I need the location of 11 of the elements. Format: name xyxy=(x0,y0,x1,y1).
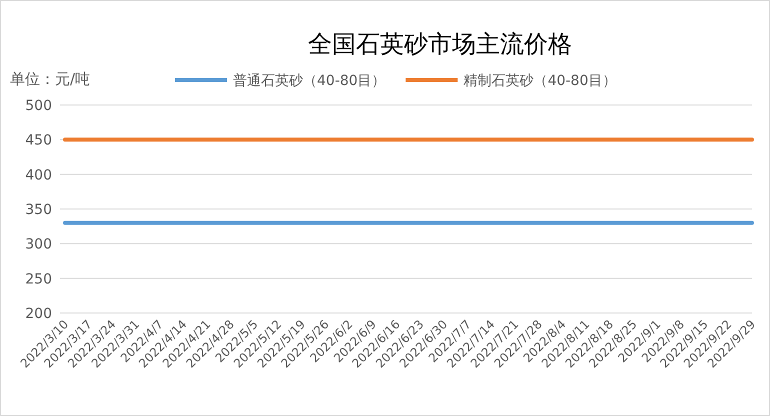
y-axis-title: 单位：元/吨 xyxy=(10,70,90,88)
y-tick-label: 500 xyxy=(25,98,52,114)
y-tick-label: 400 xyxy=(25,167,52,184)
y-tick-label: 250 xyxy=(25,271,52,288)
legend-label: 普通石英砂（40-80目） xyxy=(233,72,386,89)
legend-label: 精制石英砂（40-80目） xyxy=(464,73,616,89)
chart-title: 全国石英砂市场主流价格 xyxy=(308,30,572,58)
y-tick-label: 450 xyxy=(25,132,52,149)
y-tick-label: 200 xyxy=(25,306,52,322)
y-tick-label: 350 xyxy=(25,202,52,218)
y-tick-label: 300 xyxy=(25,236,52,253)
